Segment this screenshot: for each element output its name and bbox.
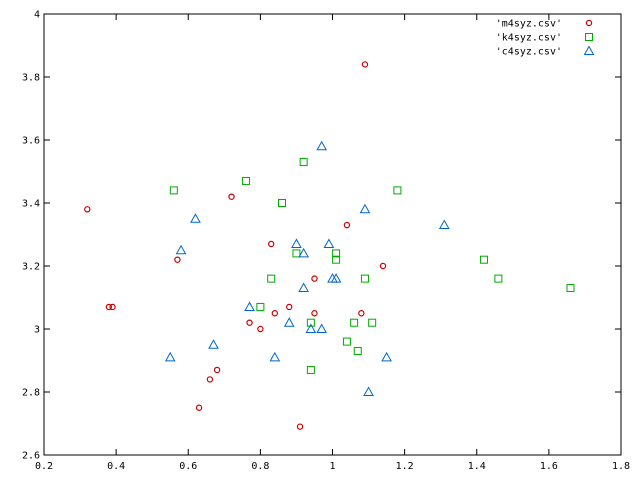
y-tick-label: 3.8 [22,73,40,84]
data-point [269,351,281,362]
x-tick-label: 1.2 [396,461,414,472]
data-point [316,140,328,151]
data-point [330,273,342,283]
data-point [298,282,310,293]
data-point [228,193,235,200]
data-point [206,376,214,383]
data-point [164,351,176,362]
legend-label: 'm4syz.csv' [496,19,562,30]
data-point [267,274,276,283]
data-point [381,351,392,362]
data-point [323,238,335,248]
data-point [296,423,304,430]
data-point [246,319,253,326]
data-point [84,206,91,213]
data-point [169,186,178,195]
x-tick-label: 1 [329,461,335,472]
data-point [208,339,219,349]
data-point [343,221,351,229]
data-point [213,366,221,374]
data-point [257,325,264,333]
data-point [190,213,201,223]
data-point [358,310,365,317]
x-tick-label: 0.8 [251,461,269,472]
data-point [292,249,301,258]
data-point [241,176,250,185]
x-tick-label: 0.6 [179,461,197,472]
x-tick-label: 1.8 [612,461,630,472]
data-point [278,199,287,207]
x-tick-label: 1.6 [540,461,558,472]
data-point [298,247,310,258]
data-point [244,301,255,311]
data-point [360,274,369,283]
legend-label: 'c4syz.csv' [496,47,562,58]
y-tick-label: 3.6 [22,136,40,147]
x-tick-label: 0.4 [107,461,125,472]
data-points [84,61,575,430]
legend: 'm4syz.csv' 'k4syz.csv' 'c4syz.csv' [496,19,595,58]
series-2 [164,140,450,396]
data-point [332,255,341,264]
data-point [256,302,265,311]
data-point [479,255,488,264]
data-point [175,244,187,255]
series-1 [169,158,575,374]
data-point [306,365,315,374]
data-point [271,310,278,317]
data-point [363,386,374,396]
data-point [299,158,308,167]
data-point [305,323,317,333]
data-point [286,303,293,311]
legend-marker [585,33,593,41]
data-point [342,337,351,346]
data-point [311,275,318,282]
x-tick-label: 0.2 [35,461,53,472]
data-point [306,318,315,327]
legend-marker [585,19,593,27]
data-point [379,262,387,270]
y-tick-label: 3 [34,325,40,336]
legend-label: 'k4syz.csv' [496,33,562,44]
y-tick-label: 4 [34,10,40,21]
y-tick-label: 2.6 [22,451,40,462]
data-point [316,323,328,333]
data-point [195,404,203,411]
y-tick-label: 2.8 [22,388,40,399]
data-point [291,238,302,248]
data-point [105,303,113,311]
legend-marker [583,45,595,55]
data-point [494,274,503,283]
y-tick-label: 3.2 [22,262,40,273]
data-point [361,61,369,68]
data-point [283,317,295,327]
x-tick-label: 1.4 [468,461,486,472]
data-point [267,240,275,248]
data-point [368,318,377,327]
data-point [332,249,341,258]
data-point [109,303,116,311]
data-point [566,284,575,293]
data-point [353,347,362,356]
data-point [359,203,371,214]
axes: 0.2 0.4 0.6 0.8 1 1.2 1.4 1.6 1.8 2.6 2.8 3 3.2 3.4 3.… [22,10,630,473]
data-point [350,318,359,327]
data-point [393,186,402,195]
data-point [438,219,450,230]
data-point [311,310,318,317]
y-tick-label: 3.4 [22,199,40,210]
series-0 [84,61,387,430]
data-point [174,256,181,263]
